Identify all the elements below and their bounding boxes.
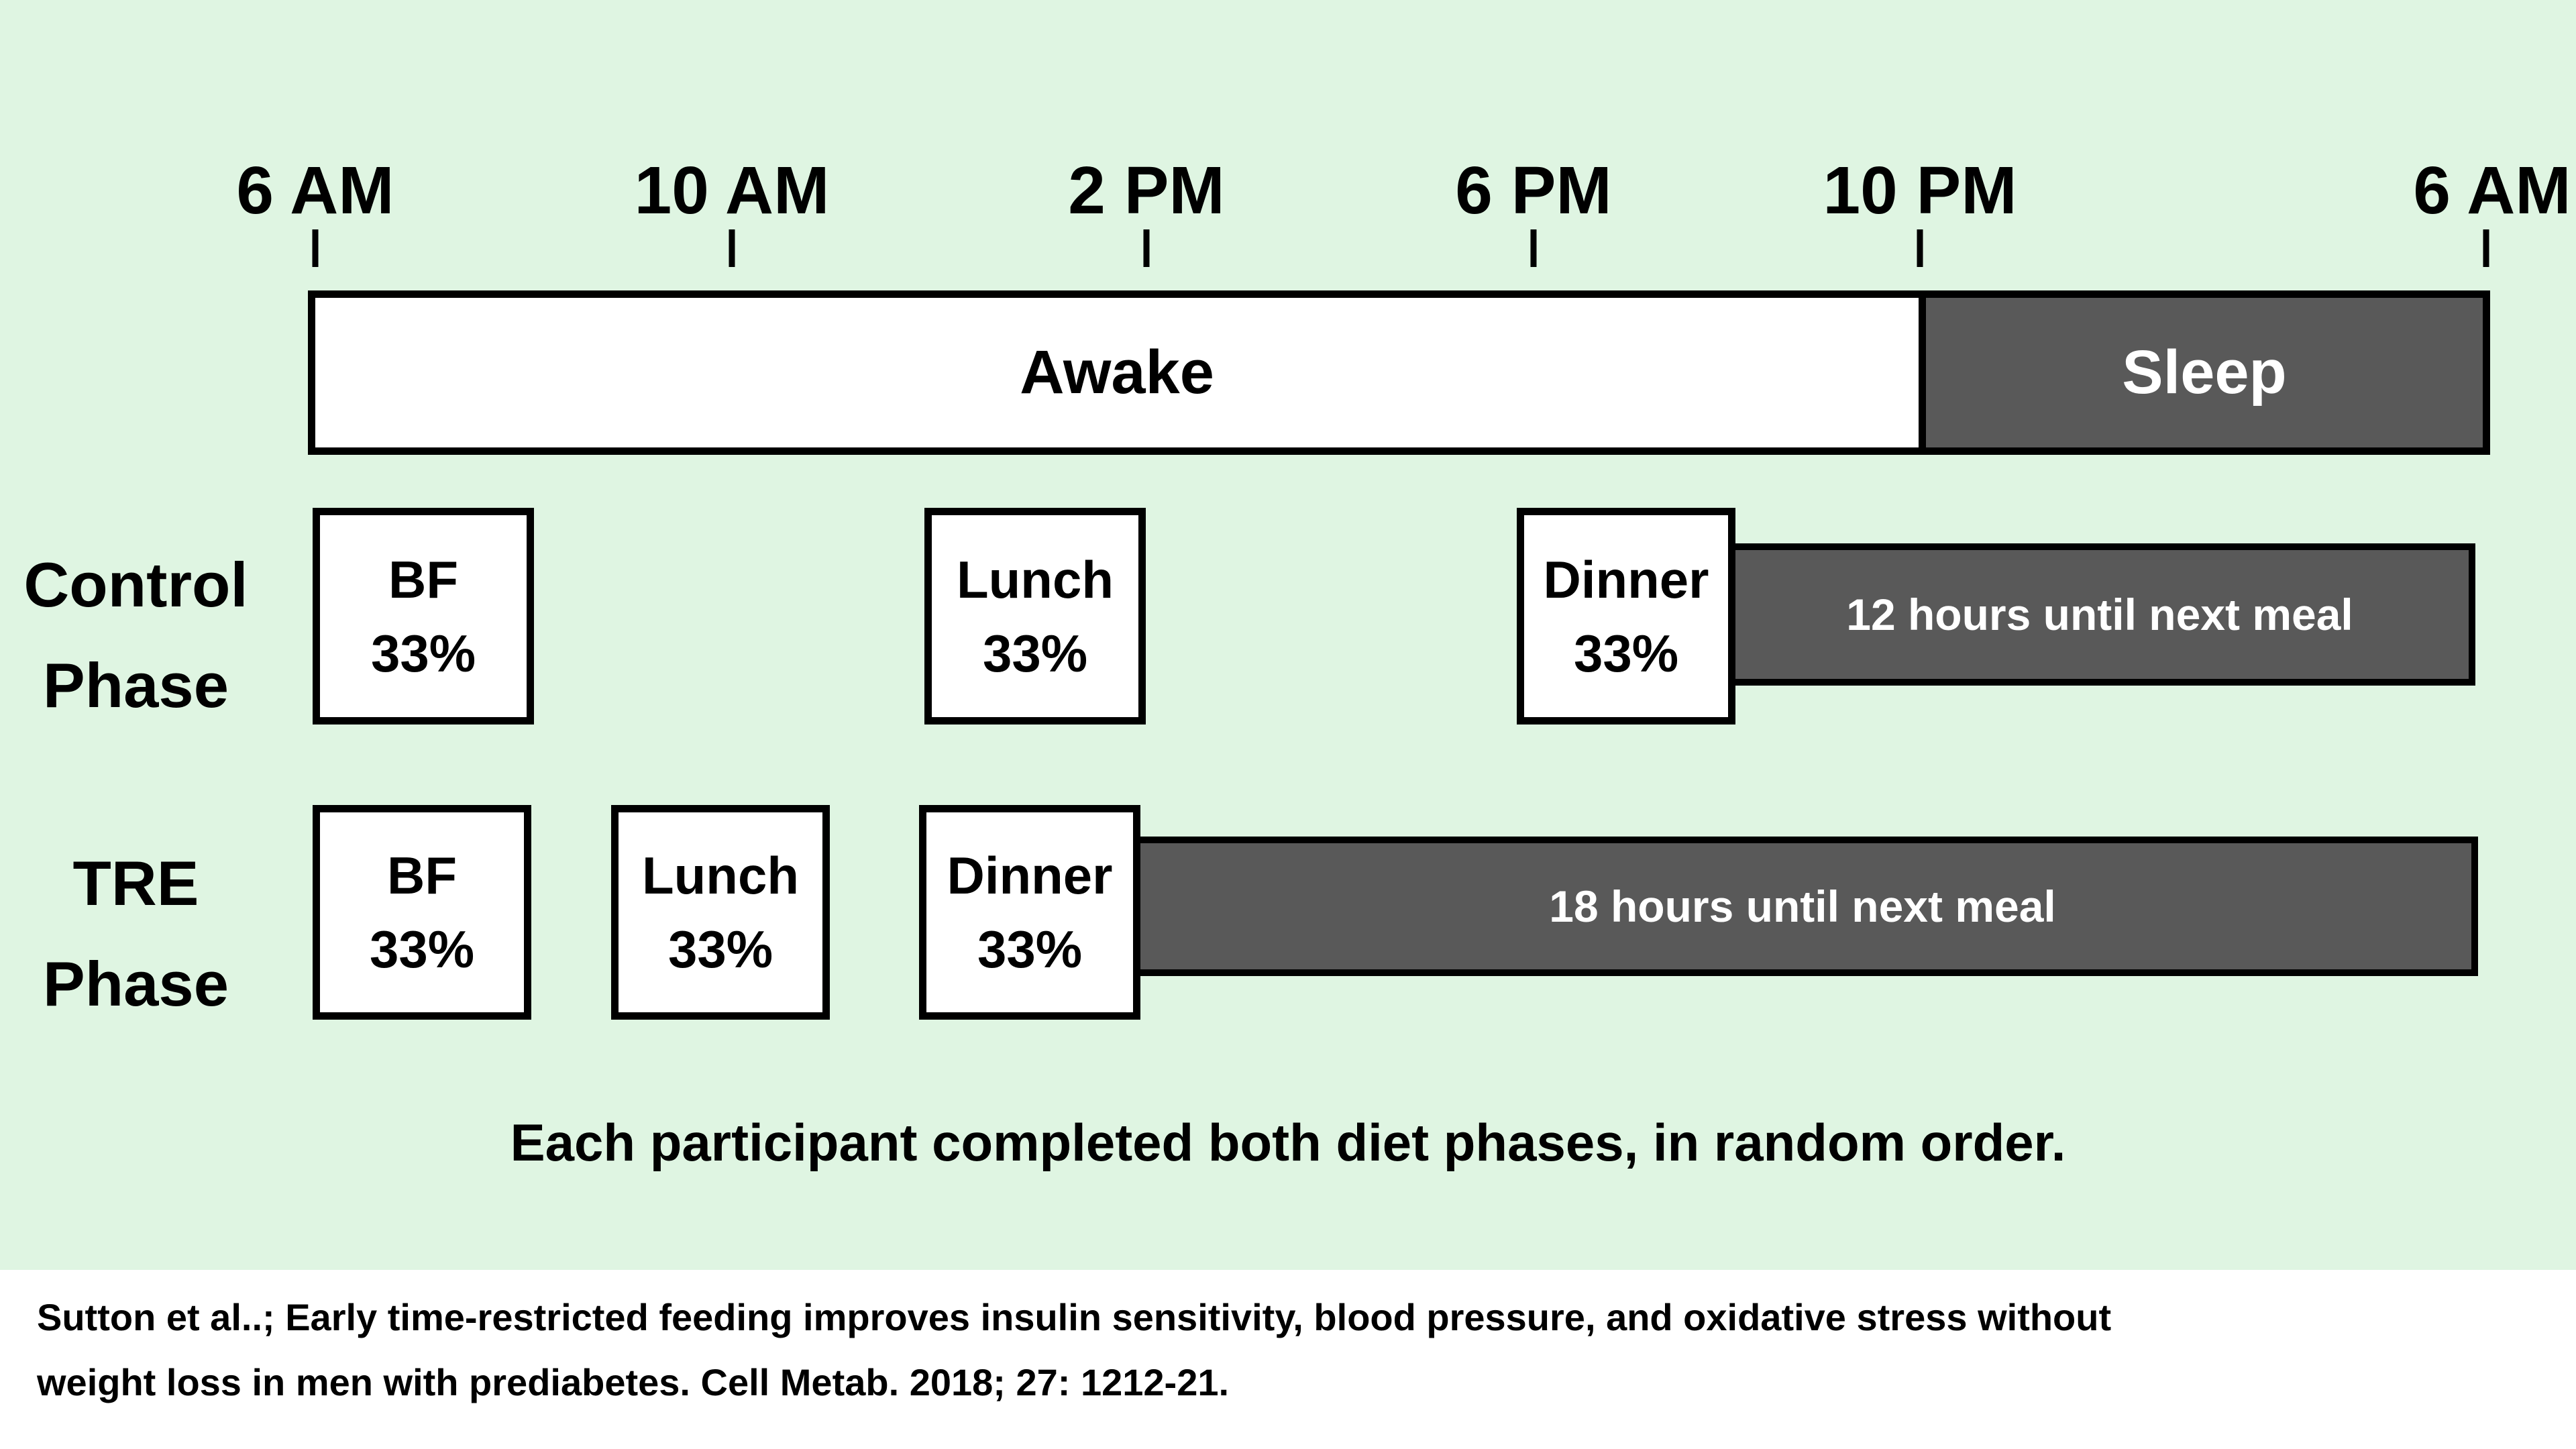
citation-text: Sutton et al..; Early time-restricted fe…: [37, 1285, 2111, 1415]
tre-fasting-label: 18 hours until next meal: [1549, 881, 2056, 931]
row-label-control-phase: Control Phase: [7, 535, 265, 736]
meal-name: Dinner: [1543, 549, 1709, 609]
time-label-6am-2: 6 AM: [2413, 153, 2571, 228]
tick-10am: [729, 229, 735, 267]
meal-percent: 33%: [977, 920, 1083, 979]
tick-6pm: [1530, 229, 1537, 267]
tick-10pm: [1917, 229, 1923, 267]
meal-name: BF: [388, 549, 458, 609]
meal-name: BF: [387, 846, 457, 905]
tick-6am-2: [2483, 229, 2489, 267]
citation-footer: Sutton et al..; Early time-restricted fe…: [0, 1270, 2576, 1449]
control-label-line1: Control: [23, 549, 248, 620]
sleep-label: Sleep: [2122, 338, 2287, 407]
tre-label-line1: TRE: [72, 848, 199, 918]
control-fasting-label: 12 hours until next meal: [1846, 590, 2353, 639]
control-fasting-bar: 12 hours until next meal: [1724, 543, 2475, 686]
tre-meal-box-lunch: Lunch 33%: [611, 805, 830, 1020]
sleep-segment: Sleep: [1926, 298, 2483, 447]
control-label-line2: Phase: [43, 650, 229, 720]
meal-percent: 33%: [667, 920, 773, 979]
tre-label-line2: Phase: [43, 949, 229, 1019]
citation-line-1: Sutton et al..; Early time-restricted fe…: [37, 1296, 2112, 1338]
time-label-6pm: 6 PM: [1455, 153, 1612, 228]
awake-segment: Awake: [315, 298, 1919, 447]
tre-meal-box-breakfast: BF 33%: [313, 805, 531, 1020]
tick-6am: [312, 229, 319, 267]
study-note: Each participant completed both diet pha…: [510, 1113, 2066, 1172]
time-label-10pm: 10 PM: [1823, 153, 2017, 228]
control-meal-box-lunch: Lunch 33%: [924, 508, 1146, 724]
tick-2pm: [1143, 229, 1150, 267]
control-meal-box-dinner: Dinner 33%: [1517, 508, 1735, 724]
time-label-6am: 6 AM: [236, 153, 394, 228]
awake-label: Awake: [1020, 338, 1214, 407]
time-label-2pm: 2 PM: [1068, 153, 1225, 228]
tre-meal-box-dinner: Dinner 33%: [919, 805, 1140, 1020]
meal-name: Lunch: [957, 549, 1114, 609]
time-label-10am: 10 AM: [634, 153, 830, 228]
row-label-tre-phase: TRE Phase: [7, 833, 265, 1034]
awake-sleep-bar: Awake Sleep: [308, 290, 2490, 455]
meal-name: Dinner: [947, 846, 1113, 905]
awake-sleep-divider: [1919, 298, 1926, 447]
tre-fasting-bar: 18 hours until next meal: [1127, 837, 2478, 976]
meal-percent: 33%: [982, 623, 1088, 683]
control-meal-box-breakfast: BF 33%: [313, 508, 534, 724]
meal-percent: 33%: [369, 920, 475, 979]
meal-percent: 33%: [1573, 623, 1679, 683]
meal-percent: 33%: [370, 623, 476, 683]
meal-name: Lunch: [642, 846, 799, 905]
citation-line-2: weight loss in men with prediabetes. Cel…: [37, 1361, 1230, 1403]
